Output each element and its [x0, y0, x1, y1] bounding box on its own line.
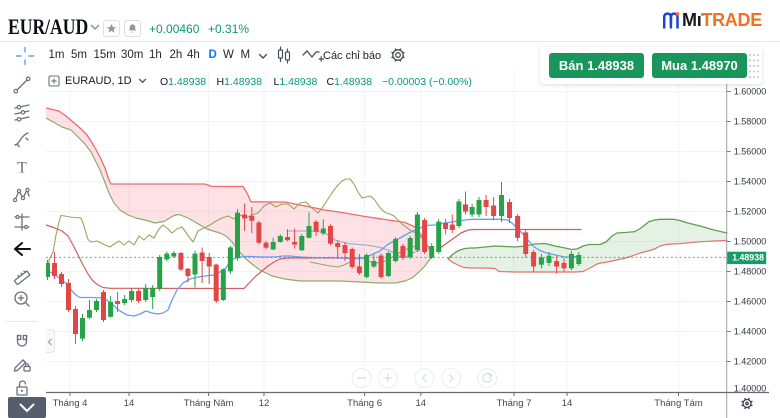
svg-text:1.54000: 1.54000: [734, 177, 767, 187]
svg-text:1.52000: 1.52000: [734, 207, 767, 217]
svg-text:T: T: [17, 160, 27, 177]
svg-text:1.48938: 1.48938: [732, 253, 764, 263]
svg-text:1.48000: 1.48000: [734, 267, 767, 277]
svg-text:1.40000: 1.40000: [734, 384, 767, 394]
svg-text:Tháng 4: Tháng 4: [53, 398, 88, 409]
svg-text:1.46000: 1.46000: [734, 297, 767, 307]
svg-text:1.58000: 1.58000: [734, 117, 767, 127]
svg-text:Tháng 6: Tháng 6: [347, 398, 382, 409]
svg-text:1.56000: 1.56000: [734, 147, 767, 157]
svg-text:1.44000: 1.44000: [734, 327, 767, 337]
svg-text:1.42000: 1.42000: [734, 357, 767, 367]
svg-text:1.50000: 1.50000: [734, 237, 767, 247]
svg-text:14: 14: [562, 398, 573, 409]
svg-text:Tháng 7: Tháng 7: [497, 398, 532, 409]
svg-text:12: 12: [259, 398, 270, 409]
svg-text:14: 14: [124, 398, 135, 409]
svg-text:Tháng Tám: Tháng Tám: [654, 398, 702, 409]
svg-text:1.60000: 1.60000: [734, 87, 767, 97]
svg-text:14: 14: [416, 398, 427, 409]
svg-text:Tháng Năm: Tháng Năm: [184, 398, 234, 409]
